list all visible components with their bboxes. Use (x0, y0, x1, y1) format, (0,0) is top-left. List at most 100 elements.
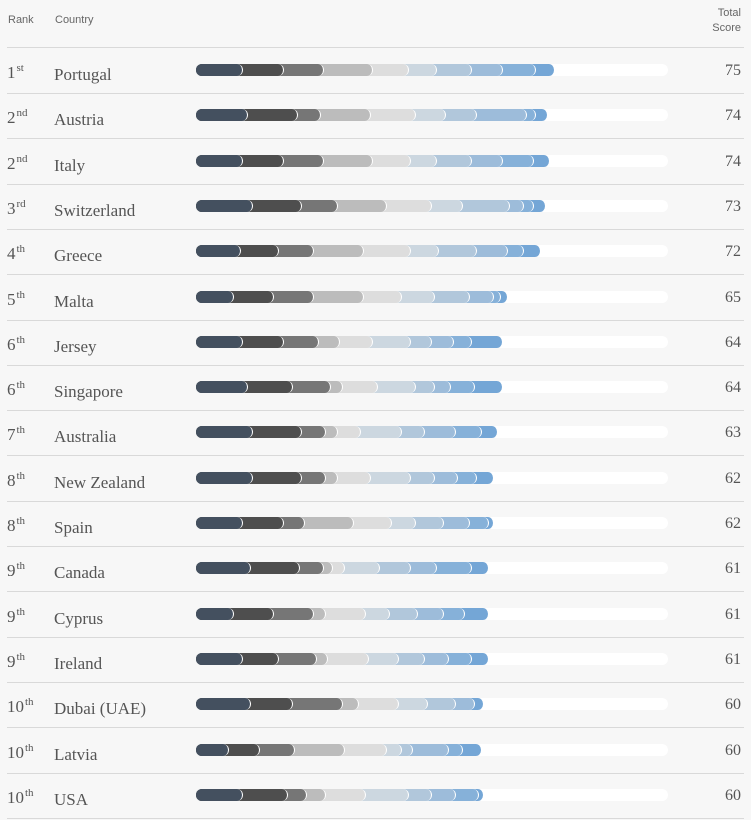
rank-number: 6 (7, 334, 16, 354)
rank-suffix: th (16, 424, 26, 437)
country-label: Italy (54, 155, 86, 175)
rank-suffix: th (16, 515, 26, 527)
rank-label: 10th (7, 742, 34, 763)
score-bar-track (196, 517, 668, 529)
total-score-value: 60 (725, 786, 741, 804)
table-row: 6th Singapore 64 (7, 365, 744, 412)
country-label: Canada (54, 563, 105, 583)
rank-number: 9 (7, 651, 16, 671)
score-bar-segment (196, 788, 244, 801)
country-label: Australia (54, 427, 117, 447)
table-row: 6th Jersey 64 (7, 320, 744, 366)
total-score-value: 74 (725, 107, 741, 125)
score-bar-segment (196, 698, 251, 711)
score-bar-segment (196, 607, 235, 620)
rank-suffix: th (16, 560, 26, 573)
country-label: Austria (54, 110, 105, 130)
score-bar-track (196, 199, 668, 212)
table-row: 1st Portugal 75 (7, 48, 744, 94)
country-label: Ireland (54, 653, 103, 673)
total-score-value: 62 (725, 469, 741, 487)
score-bar-track (196, 245, 668, 258)
table-row: 10th Latvia 60 (7, 728, 744, 774)
country-label: Malta (54, 291, 94, 311)
rank-column-header: Rank (8, 14, 34, 26)
score-bar-track (196, 743, 668, 756)
total-score-value: 62 (725, 515, 741, 532)
rank-suffix: th (16, 469, 26, 482)
score-bar-track (196, 335, 668, 348)
rank-suffix: th (16, 288, 26, 301)
rank-number: 6 (7, 380, 16, 400)
table-row: 4th Greece 72 (7, 229, 744, 276)
total-score-value: 60 (725, 741, 741, 759)
total-score-value: 74 (725, 152, 741, 170)
score-bar-track (196, 471, 668, 484)
rank-label: 6th (7, 379, 25, 400)
total-score-value: 60 (725, 696, 741, 714)
rank-number: 5 (7, 289, 16, 309)
rank-suffix: th (16, 605, 26, 618)
rank-label: 4th (7, 243, 25, 264)
score-bar-track (196, 788, 668, 801)
country-label: New Zealand (54, 472, 146, 492)
score-bar-segment (196, 154, 244, 167)
total-score-header-line2: Score (712, 22, 741, 34)
score-bar-segment (196, 652, 244, 665)
total-score-value: 73 (725, 197, 741, 215)
country-label: Spain (54, 518, 93, 537)
rank-number: 9 (7, 606, 16, 626)
country-label: Singapore (54, 382, 123, 402)
country-label: Jersey (54, 336, 97, 356)
rank-number: 9 (7, 561, 16, 581)
score-bar-segment (196, 109, 249, 122)
rank-suffix: nd (16, 152, 28, 165)
rank-suffix: nd (16, 107, 28, 120)
rank-suffix: th (16, 650, 26, 663)
country-label: USA (54, 789, 89, 809)
total-score-value: 61 (725, 650, 741, 668)
rank-label: 8th (7, 515, 25, 536)
country-label: Portugal (54, 65, 112, 84)
table-row: 9th Ireland 61 (7, 637, 744, 683)
total-score-header-line1: Total (717, 7, 741, 19)
score-bar-track (196, 607, 668, 620)
country-label: Cyprus (54, 608, 104, 628)
table-row: 5th Malta 65 (7, 275, 744, 321)
rank-number: 10 (7, 787, 24, 807)
score-bar-track (196, 109, 668, 122)
score-bar-segment (196, 426, 253, 439)
rank-label: 2nd (7, 107, 28, 128)
rank-number: 10 (7, 742, 24, 762)
table-row: 2nd Austria 74 (7, 93, 744, 140)
score-bar-segment (196, 64, 244, 76)
total-score-value: 72 (725, 243, 741, 261)
rank-number: 1 (7, 63, 16, 82)
rank-label: 10th (7, 696, 34, 717)
score-bar-segment (196, 471, 253, 484)
rank-label: 3rd (7, 198, 26, 219)
rank-suffix: th (16, 333, 26, 346)
score-bar-segment (196, 562, 251, 575)
total-score-value: 64 (725, 379, 741, 397)
score-bar-segment (196, 743, 230, 756)
score-bar-track (196, 652, 668, 665)
table-row: 7th Australia 63 (7, 410, 744, 457)
table-row: 8th New Zealand 62 (7, 456, 744, 502)
rank-suffix: th (16, 379, 26, 392)
score-bar-track (196, 562, 668, 575)
score-bar-segment (196, 290, 235, 303)
country-label: Greece (54, 246, 103, 266)
total-score-column-header: Total Score (712, 6, 741, 36)
rank-label: 2nd (7, 153, 28, 174)
table-header: Rank Country Total Score (7, 0, 744, 48)
table-row: 9th Canada 61 (7, 546, 744, 593)
score-bar-track (196, 426, 668, 439)
rank-suffix: th (25, 786, 34, 799)
total-score-value: 63 (725, 424, 741, 442)
score-bar-track (196, 698, 668, 711)
rank-number: 2 (7, 153, 16, 173)
rank-suffix: th (25, 741, 34, 754)
rank-label: 5th (7, 289, 25, 310)
